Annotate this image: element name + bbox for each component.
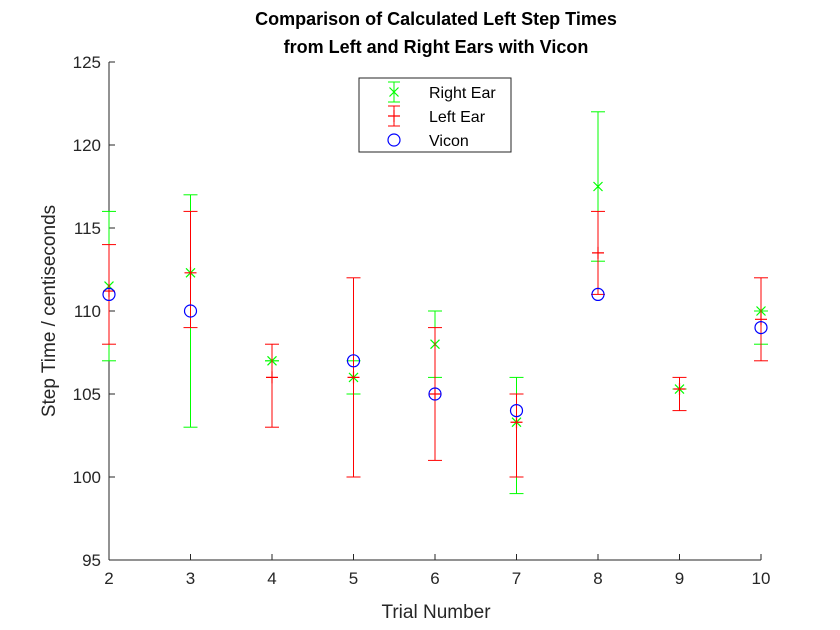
legend-box [358, 77, 512, 153]
legend-marker [389, 87, 399, 97]
data-point [102, 287, 116, 301]
data-point [346, 354, 361, 368]
y-tick-label: 120 [73, 136, 101, 155]
x-tick-label: 2 [104, 569, 113, 588]
data-point [754, 321, 768, 335]
y-tick-label: 100 [73, 468, 101, 487]
data-point [673, 383, 686, 396]
legend-item: Right Ear [388, 81, 496, 103]
data-point [593, 181, 603, 192]
x-tick-label: 3 [186, 569, 195, 588]
data-point [184, 266, 197, 279]
legend-label: Vicon [429, 133, 469, 150]
legend-item: Left Ear [388, 105, 486, 127]
data-point [510, 416, 523, 429]
data-point [103, 285, 115, 298]
series-vicon [102, 287, 768, 418]
x-tick-label: 6 [430, 569, 439, 588]
data-point [429, 388, 441, 400]
y-tick-label: 105 [73, 385, 101, 404]
legend-marker [388, 110, 400, 122]
x-tick-label: 4 [267, 569, 276, 588]
data-point [509, 404, 524, 418]
y-tick-label: 115 [74, 219, 101, 238]
data-point [347, 371, 360, 384]
legend-item: Vicon [387, 133, 469, 150]
data-point [183, 304, 198, 318]
x-tick-label: 5 [349, 569, 358, 588]
y-tick-label: 95 [82, 551, 101, 570]
x-axis-label: Trial Number [381, 602, 491, 623]
legend-marker [387, 133, 401, 147]
x-tick-label: 7 [512, 569, 521, 588]
y-axis-label: Step Time / centiseconds [39, 205, 60, 417]
data-point [592, 246, 604, 259]
chart-title: Comparison of Calculated Left Step Times [255, 9, 617, 29]
x-tick-label: 10 [752, 569, 771, 588]
legend-label: Right Ear [429, 85, 496, 102]
data-point [266, 371, 278, 384]
chart-subtitle: from Left and Right Ears with Vicon [284, 37, 589, 57]
legend: Right Ear Left Ear Vicon [358, 77, 512, 153]
y-tick-label: 110 [74, 302, 101, 321]
data-point [428, 387, 442, 401]
legend-label: Left Ear [429, 109, 486, 126]
data-point [755, 313, 767, 326]
series-layer [102, 111, 768, 495]
y-tick-label: 125 [73, 53, 101, 72]
x-tick-label: 9 [675, 569, 684, 588]
data-point [591, 287, 605, 301]
x-tick-label: 8 [593, 569, 602, 588]
series-left-ear [102, 210, 768, 478]
